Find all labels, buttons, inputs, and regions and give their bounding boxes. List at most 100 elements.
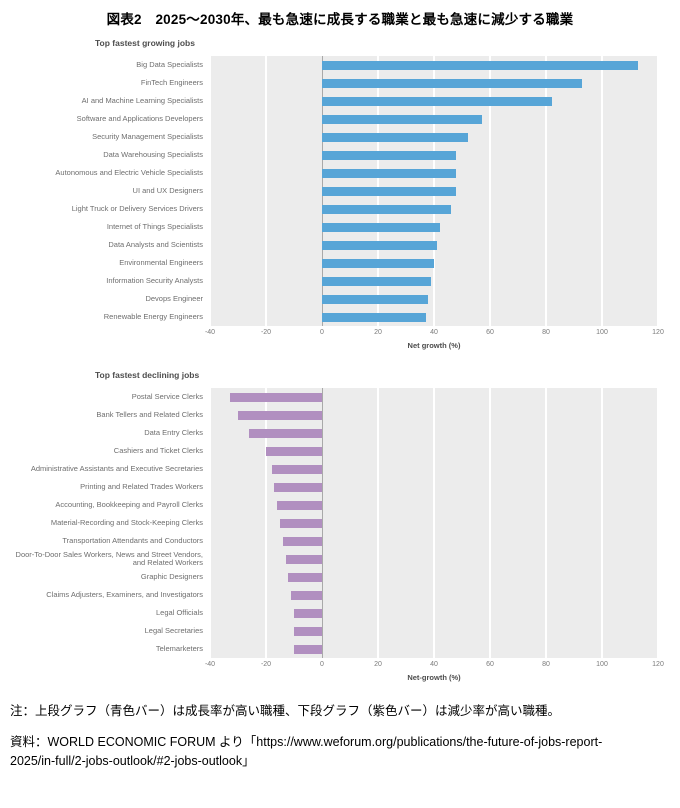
bar — [322, 150, 457, 160]
bar — [249, 428, 322, 438]
gridline — [265, 56, 267, 326]
source-line-1: 資料：WORLD ECONOMIC FORUM より「https://www.w… — [10, 735, 603, 749]
category-label: UI and UX Designers — [132, 185, 203, 195]
gridline — [601, 56, 603, 326]
source-line-2: 2025/in-full/2-jobs-outlook/#2-jobs-outl… — [10, 754, 255, 769]
category-label: Data Warehousing Specialists — [103, 149, 203, 159]
bar — [322, 204, 451, 214]
category-label: Software and Applications Developers — [76, 113, 203, 123]
bar — [322, 276, 432, 286]
bar — [322, 222, 440, 232]
x-axis-label: Net-growth (%) — [407, 673, 461, 682]
bar — [288, 572, 322, 582]
category-label: Legal Officials — [156, 607, 203, 617]
gridline — [657, 56, 659, 326]
category-label: Transportation Attendants and Conductors — [62, 535, 203, 545]
bar — [294, 644, 322, 654]
plot-column: -40 -20 0 20 40 60 80 100 120 Net-growth (%) — [205, 388, 664, 682]
x-tick-label: 20 — [374, 329, 382, 336]
x-tick-label: 0 — [320, 329, 324, 336]
gridline — [545, 56, 547, 326]
bar — [322, 240, 437, 250]
x-tick-label: 60 — [486, 661, 494, 668]
declining-chart-body: Postal Service Clerks Bank Tellers and Re… — [10, 388, 670, 682]
x-tick-label: 100 — [596, 661, 608, 668]
category-labels: Postal Service Clerks Bank Tellers and Re… — [10, 388, 210, 682]
figure-title: 図表2 2025～2030年、最も急速に成長する職業と最も急速に減少する職業 — [106, 12, 574, 27]
category-label: Autonomous and Electric Vehicle Speciali… — [55, 167, 203, 177]
x-tick-label: 80 — [542, 661, 550, 668]
bar — [322, 132, 468, 142]
bar — [238, 410, 322, 420]
category-labels: Big Data Specialists FinTech Engineers AI … — [10, 56, 210, 350]
bar — [322, 294, 429, 304]
bar — [322, 186, 457, 196]
category-label: Door-To-Door Sales Workers, News and Str… — [15, 549, 203, 567]
bar — [291, 590, 322, 600]
x-tick-label: 40 — [430, 661, 438, 668]
bar — [266, 446, 322, 456]
x-tick-label: 120 — [652, 329, 664, 336]
category-label: Printing and Related Trades Workers — [80, 481, 203, 491]
bar — [277, 500, 322, 510]
x-tick-label: 120 — [652, 661, 664, 668]
category-label: Claims Adjusters, Examiners, and Investi… — [46, 589, 203, 599]
x-axis: -40 -20 0 20 40 60 80 100 120 — [205, 326, 664, 339]
category-label: Material-Recording and Stock-Keeping Cle… — [50, 517, 203, 527]
category-label: Cashiers and Ticket Clerks — [113, 445, 203, 455]
bar — [294, 608, 322, 618]
bar — [280, 518, 322, 528]
category-label: AI and Machine Learning Specialists — [81, 95, 203, 105]
declining-chart-title: Top fastest declining jobs — [95, 370, 200, 380]
bar — [271, 464, 322, 474]
gridline — [545, 388, 547, 658]
bar — [282, 536, 322, 546]
category-label: Information Security Analysts — [106, 275, 203, 285]
note-text: 注：上段グラフ（青色バー）は成長率が高い職種、下段グラフ（紫色バー）は減少率が高… — [10, 704, 561, 718]
gridline — [209, 56, 211, 326]
chart-growing-jobs: Top fastest growing jobs Big Data Specia… — [10, 38, 670, 350]
gridline — [377, 388, 379, 658]
x-tick-label: 80 — [542, 329, 550, 336]
gridline — [489, 56, 491, 326]
x-tick-label: 40 — [430, 329, 438, 336]
chart-declining-jobs: Top fastest declining jobs Postal Servic… — [10, 370, 670, 682]
x-tick-label: -20 — [260, 661, 272, 668]
category-label: Big Data Specialists — [136, 59, 203, 69]
x-tick-label: -40 — [204, 329, 216, 336]
category-label: Data Entry Clerks — [144, 427, 203, 437]
x-tick-label: 100 — [596, 329, 608, 336]
category-label: Light Truck or Delivery Services Drivers — [71, 203, 203, 213]
x-tick-label: 60 — [486, 329, 494, 336]
bar — [322, 114, 482, 124]
bar — [322, 60, 639, 70]
category-label: Telemarketers — [155, 643, 203, 653]
x-tick-label: -20 — [260, 329, 272, 336]
x-axis: -40 -20 0 20 40 60 80 100 120 — [205, 658, 664, 671]
category-label: Postal Service Clerks — [131, 391, 203, 401]
category-label: FinTech Engineers — [140, 77, 203, 87]
category-label: Administrative Assistants and Executive … — [30, 463, 203, 473]
bar — [322, 78, 583, 88]
zero-gridline — [322, 388, 323, 658]
category-label: Environmental Engineers — [119, 257, 203, 267]
source-text: 資料：WORLD ECONOMIC FORUM より「https://www.w… — [10, 733, 670, 772]
category-label: Data Analysts and Scientists — [108, 239, 203, 249]
x-tick-label: 0 — [320, 661, 324, 668]
growing-chart-title: Top fastest growing jobs — [95, 38, 195, 48]
plot-column: -40 -20 0 20 40 60 80 100 120 Net growth (%) — [205, 56, 664, 350]
category-label: Devops Engineer — [145, 293, 203, 303]
gridline — [601, 388, 603, 658]
gridline — [489, 388, 491, 658]
growing-chart-body: Big Data Specialists FinTech Engineers AI … — [10, 56, 670, 350]
bar — [322, 96, 552, 106]
category-label: Accounting, Bookkeeping and Payroll Cler… — [55, 499, 203, 509]
category-label: Renewable Energy Engineers — [103, 311, 203, 321]
bar — [229, 392, 322, 402]
category-label: Bank Tellers and Related Clerks — [96, 409, 203, 419]
bar — [322, 258, 434, 268]
plot-area — [209, 56, 659, 326]
x-axis-label: Net growth (%) — [407, 341, 461, 350]
x-tick-label: -40 — [204, 661, 216, 668]
